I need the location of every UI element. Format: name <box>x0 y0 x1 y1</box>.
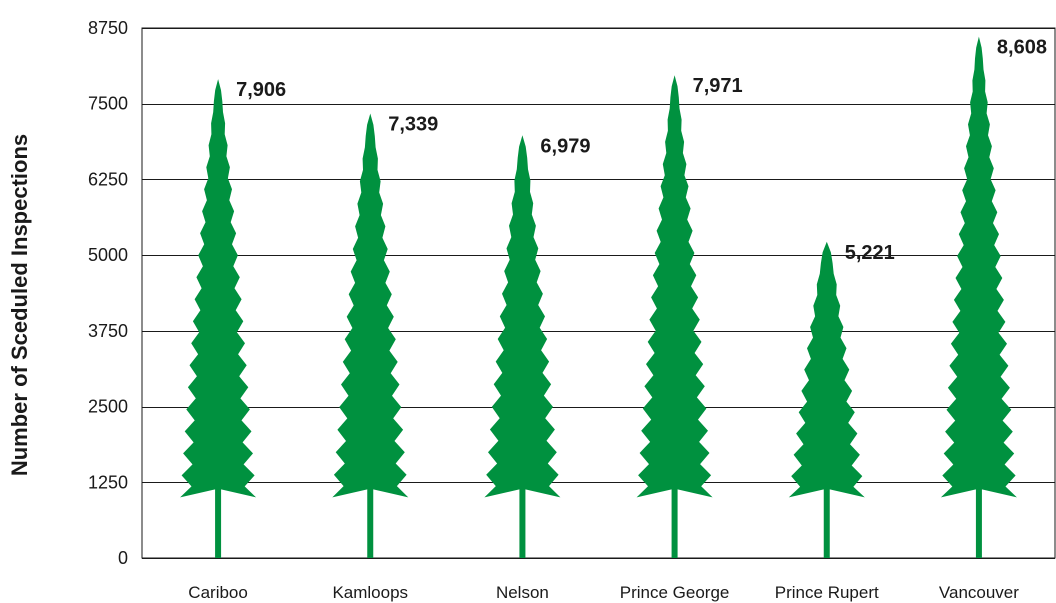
tree-trunk <box>215 487 222 558</box>
y-tick-label: 8750 <box>88 18 128 38</box>
tree-trunk <box>367 487 374 558</box>
tree-bar <box>484 135 561 558</box>
tree-bar <box>940 36 1017 558</box>
tree-bars <box>180 36 1017 558</box>
plot-frame <box>141 27 1056 559</box>
category-label: Nelson <box>496 583 549 602</box>
value-label: 6,979 <box>540 135 590 157</box>
value-labels: 7,906 7,339 6,979 7,971 5,221 8,608 <box>236 37 1047 264</box>
gridlines <box>141 27 1056 559</box>
tree-crown <box>332 113 409 498</box>
tree-crown <box>788 241 865 498</box>
tree-trunk <box>519 487 526 558</box>
value-label: 7,906 <box>236 79 286 101</box>
tree-bar <box>636 75 713 558</box>
category-label: Vancouver <box>939 583 1019 602</box>
y-tick-label: 2500 <box>88 397 128 417</box>
y-tick-label: 7500 <box>88 94 128 114</box>
y-tick-label: 6250 <box>88 169 128 189</box>
y-tick-label: 3750 <box>88 321 128 341</box>
tree-bar <box>788 241 865 558</box>
y-tick-label: 5000 <box>88 245 128 265</box>
value-label: 5,221 <box>845 242 895 264</box>
y-tick-label: 1250 <box>88 472 128 492</box>
category-label: Cariboo <box>188 583 248 602</box>
value-label: 7,971 <box>693 75 743 97</box>
category-label: Prince George <box>620 583 730 602</box>
category-label: Prince Rupert <box>775 583 879 602</box>
y-axis-ticks: 0 1250 2500 3750 5000 6250 7500 8750 <box>88 18 128 568</box>
tree-crown <box>940 36 1017 498</box>
tree-crown <box>484 135 561 498</box>
tree-bar <box>332 113 409 558</box>
tree-trunk <box>671 487 678 558</box>
y-axis-label: Number of Sceduled Inspections <box>7 134 32 476</box>
tree-trunk <box>823 487 830 558</box>
value-label: 7,339 <box>388 113 438 135</box>
category-labels: Cariboo Kamloops Nelson Prince George Prince… <box>188 583 1019 602</box>
tree-trunk <box>975 487 982 558</box>
y-tick-label: 0 <box>118 548 128 568</box>
tree-crown <box>180 79 257 498</box>
category-label: Kamloops <box>332 583 408 602</box>
value-label: 8,608 <box>997 37 1047 59</box>
tree-bar <box>180 79 257 558</box>
tree-crown <box>636 75 713 498</box>
